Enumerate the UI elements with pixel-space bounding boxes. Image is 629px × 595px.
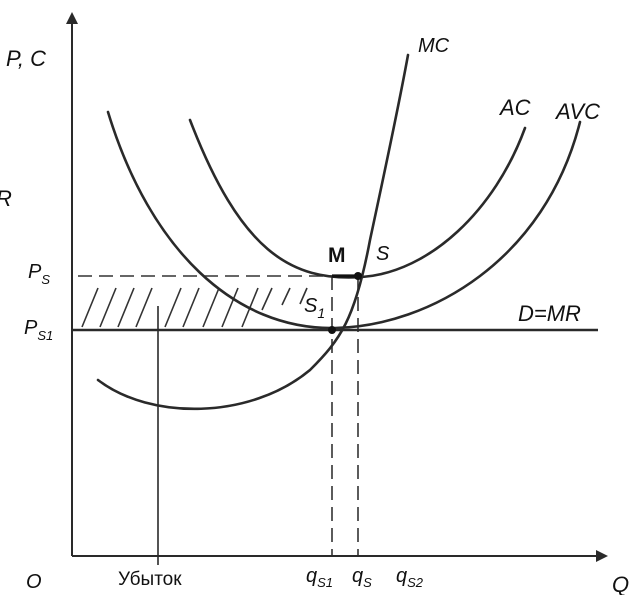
- qs-label: qS: [352, 565, 372, 590]
- avc-curve: [106, 110, 582, 330]
- loss-area-hatching: [81, 287, 308, 328]
- ps1-label: PS1: [24, 317, 53, 343]
- mc-label: MC: [418, 35, 450, 57]
- ac-curve: [188, 118, 527, 279]
- loss-label: Убыток: [118, 569, 182, 590]
- qs2-label: qS2: [396, 565, 424, 590]
- x-axis-label: Q: [612, 572, 629, 595]
- point-s: [354, 272, 362, 280]
- edge-fragment-label: R: [0, 186, 12, 211]
- qs1-label: qS1: [306, 565, 333, 590]
- ps-label: PS: [28, 261, 50, 287]
- y-axis-label: P, C: [6, 46, 46, 71]
- demand-label: D=MR: [518, 301, 581, 326]
- point-s-label: S: [376, 243, 390, 265]
- mc-curve: [96, 53, 410, 411]
- point-s1-label: S1: [304, 295, 325, 321]
- ac-label: AC: [498, 95, 531, 120]
- origin-label: O: [26, 571, 42, 593]
- avc-label: AVC: [554, 99, 600, 124]
- point-s1: [328, 326, 336, 334]
- point-m-label: M: [328, 244, 346, 267]
